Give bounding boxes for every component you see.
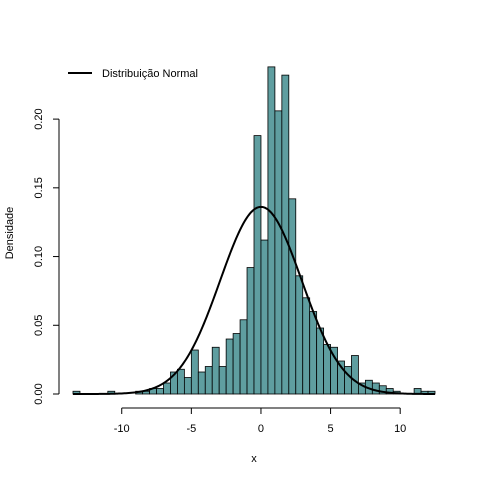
histogram-bar	[274, 110, 283, 395]
histogram-bar	[183, 377, 192, 395]
y-tick-label: 0.20	[33, 108, 45, 129]
histogram-bar	[309, 311, 318, 395]
histogram-bar	[204, 366, 213, 395]
histogram-bar	[330, 346, 338, 395]
histogram-bar	[197, 371, 206, 395]
y-tick-label: 0.05	[33, 315, 45, 336]
x-axis-label: x	[251, 453, 257, 465]
normal-density-curve	[72, 205, 435, 395]
histogram-bar	[260, 239, 269, 395]
legend-entry-normal: Distribuição Normal	[102, 68, 198, 80]
y-tick-label: 0.10	[33, 246, 45, 267]
y-tick-label: 0.15	[33, 177, 45, 198]
x-tick-label: -10	[114, 423, 130, 435]
histogram-bar	[267, 66, 276, 395]
histogram-bar	[246, 267, 255, 395]
histogram-bar	[211, 346, 220, 395]
histogram-bars	[72, 66, 436, 395]
y-axis-label: Densidade	[4, 207, 16, 260]
histogram-bar	[344, 366, 352, 395]
histogram-bar	[253, 135, 262, 395]
histogram-bar	[371, 382, 380, 395]
histogram-bar	[225, 338, 234, 395]
histogram-bar	[288, 198, 297, 395]
legend: Distribuição Normal	[68, 68, 198, 80]
histogram-bar	[163, 382, 171, 395]
histogram-bar	[177, 368, 185, 395]
histogram-bar	[316, 327, 325, 395]
histogram-bar	[351, 355, 359, 395]
histogram-bar	[323, 344, 331, 395]
histogram-bar	[281, 74, 290, 395]
histogram-bar	[218, 366, 227, 395]
y-tick-label: 0.00	[33, 383, 45, 404]
x-tick-label: 0	[258, 423, 264, 435]
histogram-bar	[190, 349, 199, 395]
histogram-bar	[232, 333, 241, 395]
histogram-bar	[239, 319, 248, 395]
x-tick-label: 5	[328, 423, 334, 435]
y-axis: 0.00 0.05 0.10 0.15 0.20	[33, 108, 60, 405]
x-tick-label: -5	[186, 423, 196, 435]
histogram-bar	[295, 275, 304, 395]
x-tick-label: 10	[394, 423, 406, 435]
histogram-bar	[156, 388, 164, 395]
x-axis: -10 -5 0 5 10	[114, 407, 406, 435]
histogram-bar	[302, 297, 311, 395]
